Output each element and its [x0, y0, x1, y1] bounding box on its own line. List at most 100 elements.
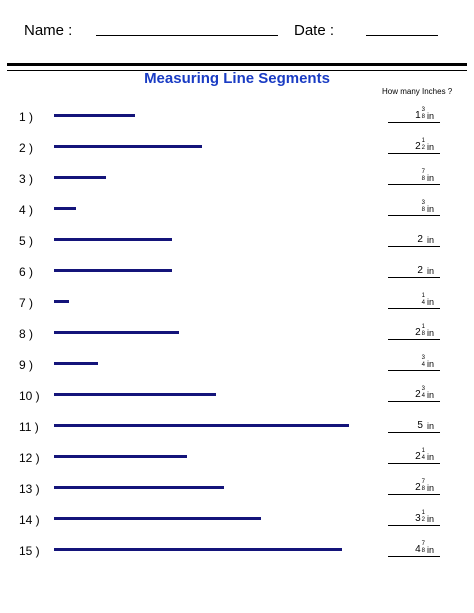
answer-box: 2 7 8 in [388, 472, 440, 495]
answer-unit: in [426, 328, 434, 338]
problem-row: 15 ) 4 7 8 in [0, 541, 474, 562]
answer-box: 7 8 in [388, 162, 440, 185]
problem-row: 2 ) 2 1 2 in [0, 138, 474, 159]
answer-unit: in [426, 483, 434, 493]
fraction-numerator: 1 [421, 293, 425, 299]
line-segment [54, 238, 172, 241]
line-segment [54, 300, 69, 303]
answer-whole: 2 [415, 482, 421, 493]
answer-whole: 2 [417, 234, 423, 245]
line-segment [54, 362, 98, 365]
problem-number: 6 ) [19, 265, 34, 279]
worksheet-title: Measuring Line Segments [144, 70, 330, 87]
fraction-denominator: 8 [421, 176, 425, 182]
answer-unit: in [426, 297, 434, 307]
fraction-denominator: 4 [421, 393, 425, 399]
problem-number: 9 ) [19, 358, 34, 372]
answer-box: 1 3 8 in [388, 100, 440, 123]
problem-number: 5 ) [19, 234, 34, 248]
answer-whole: 2 [415, 141, 421, 152]
answer-box: 2 in [388, 224, 440, 247]
fraction-numerator: 7 [421, 541, 425, 547]
problem-row: 10 ) 2 3 4 in [0, 386, 474, 407]
answer-unit: in [426, 421, 434, 431]
problem-row: 3 ) 7 8 in [0, 169, 474, 190]
answer-unit: in [426, 142, 434, 152]
problem-number: 2 ) [19, 141, 34, 155]
answer-whole: 5 [417, 420, 423, 431]
fraction-denominator: 8 [421, 486, 425, 492]
fraction-numerator: 1 [421, 448, 425, 454]
line-segment [54, 548, 342, 551]
problem-number: 14 ) [19, 513, 40, 527]
fraction-numerator: 3 [421, 355, 425, 361]
line-segment [54, 145, 202, 148]
fraction-denominator: 8 [421, 548, 425, 554]
fraction-numerator: 3 [421, 107, 425, 113]
problem-row: 11 ) 5 in [0, 418, 474, 438]
answer-whole: 4 [415, 544, 421, 555]
problem-number: 3 ) [19, 172, 34, 186]
answer-whole: 1 [415, 110, 421, 121]
problem-row: 6 ) 2 in [0, 263, 474, 283]
fraction-numerator: 3 [421, 386, 425, 392]
answer-column-header: How many Inches ? [382, 87, 453, 96]
fraction-denominator: 2 [421, 145, 425, 151]
worksheet-header: Name : Date : [0, 0, 474, 60]
fraction-numerator: 3 [421, 200, 425, 206]
name-label: Name : [24, 22, 73, 39]
problem-number: 11 ) [19, 420, 39, 434]
date-blank-line [366, 35, 438, 36]
fraction-denominator: 4 [421, 362, 425, 368]
answer-box: 5 in [388, 410, 440, 433]
answer-box: 2 1 8 in [388, 317, 440, 340]
fraction-denominator: 2 [421, 517, 425, 523]
problem-row: 5 ) 2 in [0, 232, 474, 252]
answer-whole: 2 [415, 451, 421, 462]
answer-box: 2 in [388, 255, 440, 278]
fraction-numerator: 7 [421, 169, 425, 175]
problem-number: 12 ) [19, 451, 40, 465]
problem-row: 12 ) 2 1 4 in [0, 448, 474, 469]
line-segment [54, 269, 172, 272]
answer-unit: in [426, 514, 434, 524]
line-segment [54, 176, 106, 179]
answer-whole: 3 [415, 513, 421, 524]
problem-row: 4 ) 3 8 in [0, 200, 474, 221]
answer-unit: in [426, 266, 434, 276]
fraction-denominator: 4 [421, 300, 425, 306]
fraction-numerator: 1 [421, 138, 425, 144]
fraction-numerator: 1 [421, 324, 425, 330]
answer-unit: in [426, 204, 434, 214]
answer-unit: in [426, 235, 434, 245]
line-segment [54, 455, 187, 458]
answer-unit: in [426, 173, 434, 183]
line-segment [54, 517, 261, 520]
fraction-numerator: 7 [421, 479, 425, 485]
answer-box: 2 1 4 in [388, 441, 440, 464]
answer-whole: 2 [415, 389, 421, 400]
answer-box: 2 3 4 in [388, 379, 440, 402]
line-segment [54, 393, 216, 396]
problem-number: 10 ) [19, 389, 40, 403]
problem-row: 13 ) 2 7 8 in [0, 479, 474, 500]
answer-unit: in [426, 359, 434, 369]
answer-box: 2 1 2 in [388, 131, 440, 154]
problem-number: 15 ) [19, 544, 40, 558]
problem-row: 1 ) 1 3 8 in [0, 107, 474, 128]
line-segment [54, 486, 224, 489]
fraction-numerator: 1 [421, 510, 425, 516]
answer-whole: 2 [417, 265, 423, 276]
line-segment [54, 331, 179, 334]
date-label: Date : [294, 22, 335, 39]
